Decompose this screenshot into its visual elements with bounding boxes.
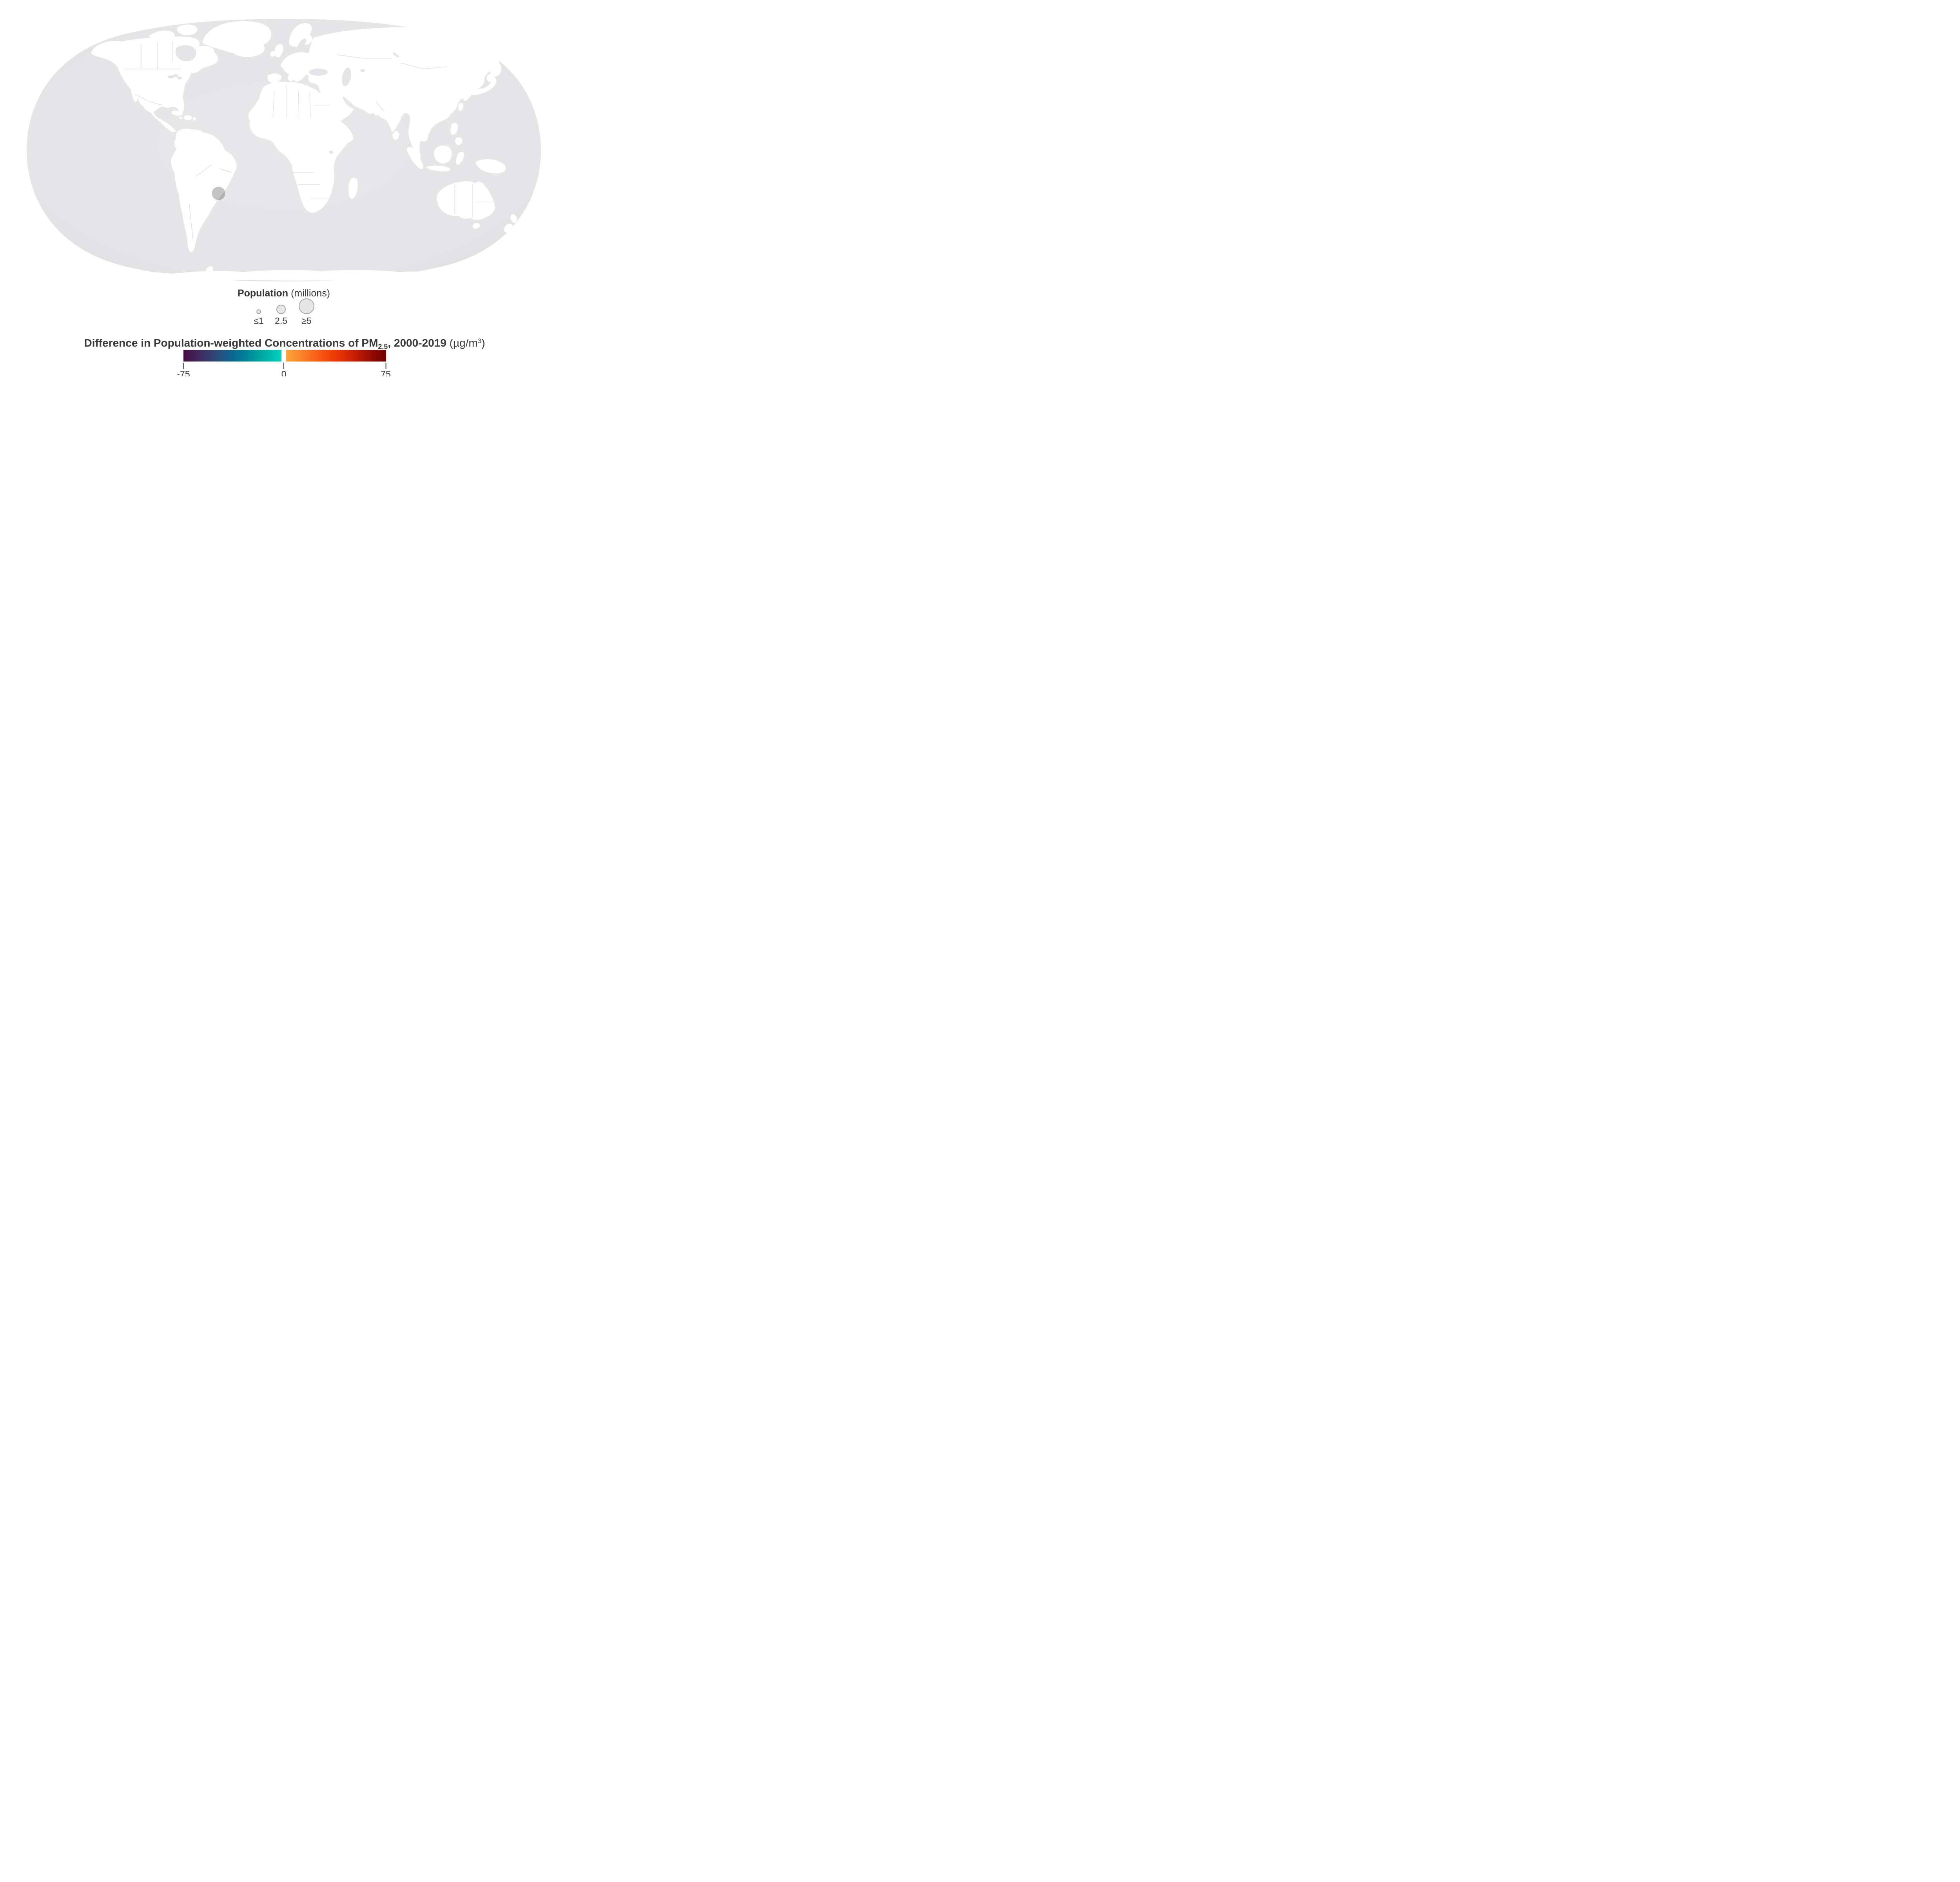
colorbar-title-unit-close: )	[481, 337, 485, 349]
land-hainan	[436, 117, 440, 121]
legend-population-title-bold: Population	[238, 288, 288, 299]
land-luzon	[450, 123, 458, 135]
legend-population-title-regular: (millions)	[288, 288, 330, 299]
land-iceland	[257, 34, 270, 41]
legend-population: Population (millions) ≤1 2.5 ≥5	[238, 288, 330, 326]
great-lake-1	[168, 75, 174, 78]
land-south-america	[171, 129, 237, 252]
land-hokkaido	[486, 74, 495, 82]
colorbar-tick-label-max: 75	[381, 369, 391, 376]
legend-size-swatch-large	[299, 298, 314, 314]
land-uk	[274, 44, 283, 58]
colorbar-title-main: Difference in Population-weighted Concen…	[84, 337, 378, 349]
colorbar-positive-gradient	[286, 350, 386, 362]
land-puerto-rico	[193, 117, 196, 120]
lake-baikal	[392, 52, 399, 58]
land-greenland	[202, 21, 271, 57]
land-new-zealand	[504, 214, 517, 233]
colorbar-tick-label-min: -75	[177, 369, 190, 376]
legend-size-swatch-small	[256, 309, 261, 314]
land-java	[426, 165, 450, 172]
great-lake-2	[173, 74, 178, 77]
land-eurasia	[307, 27, 505, 160]
colorbar-title-superscript: 3	[478, 337, 481, 345]
land-new-guinea	[476, 159, 506, 174]
city-bubbles-layer	[212, 187, 225, 200]
land-tasmania	[472, 223, 480, 229]
colorbar-ticks	[183, 363, 387, 369]
black-sea	[309, 69, 328, 76]
land-hispaniola	[183, 115, 192, 120]
colorbar-title-subscript: 2.5	[378, 343, 388, 351]
legend-size-label-medium: 2.5	[275, 316, 287, 326]
great-lake-3	[177, 76, 182, 80]
world-map-figure: Population (millions) ≤1 2.5 ≥5 Differen…	[0, 0, 564, 376]
colorbar-tick-label-zero: 0	[281, 369, 287, 376]
caspian-sea	[342, 67, 351, 86]
colorbar-title: Difference in Population-weighted Concen…	[84, 337, 485, 351]
land-sri-lanka	[392, 131, 399, 140]
baltic-sea	[297, 38, 307, 49]
aral-sea	[360, 69, 365, 72]
land-italy	[289, 68, 299, 82]
legend-colorbar: Difference in Population-weighted Concen…	[84, 337, 485, 376]
land-taiwan	[458, 103, 463, 111]
land-sumatra	[407, 147, 424, 169]
legend-size-label-large: ≥5	[301, 316, 311, 326]
colorbar-negative-gradient	[183, 350, 281, 362]
land-africa	[248, 82, 354, 213]
land-antarctic-peninsula	[206, 266, 214, 273]
land-australia	[437, 181, 495, 220]
land-mindanao	[455, 137, 463, 145]
hudson-bay	[175, 45, 196, 62]
land-cuba	[171, 110, 183, 116]
land-sulawesi	[456, 152, 465, 165]
legend-size-label-small: ≤1	[254, 316, 263, 326]
land-borneo	[434, 145, 452, 163]
land-ireland	[270, 51, 276, 57]
land-jamaica	[179, 116, 182, 120]
land-japan	[470, 78, 497, 95]
inland-water	[168, 38, 399, 154]
land-madagascar	[348, 178, 358, 199]
colorbar-title-years: , 2000-2019	[388, 337, 449, 349]
lake-victoria	[329, 151, 333, 154]
country-borders	[125, 41, 494, 240]
city-bubble	[212, 187, 225, 200]
legend-size-swatch-medium	[276, 305, 286, 314]
land-iberia	[267, 73, 281, 83]
legend-population-title: Population (millions)	[238, 288, 330, 299]
figure-canvas: Population (millions) ≤1 2.5 ≥5 Differen…	[0, 0, 564, 376]
land-scandinavia	[289, 23, 312, 47]
colorbar-title-unit: (µg/m	[450, 337, 478, 349]
